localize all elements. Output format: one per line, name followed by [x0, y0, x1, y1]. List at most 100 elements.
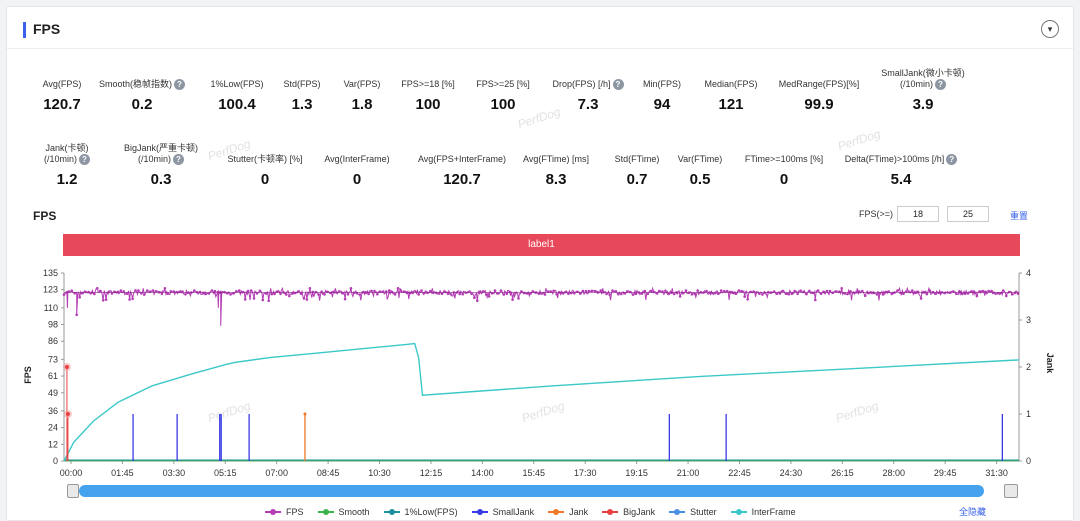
metric-label-text: SmallJank(微小卡顿): [881, 68, 965, 78]
y-tick-label: 110: [44, 303, 58, 313]
metric-label: FPS>=25 [%]: [433, 79, 573, 90]
metric-label: BigJank(严重卡顿) (/10min)?: [91, 143, 231, 166]
y-tick-label: 49: [48, 388, 58, 398]
fps-point: [329, 291, 332, 295]
fps-point: [163, 287, 167, 290]
metric-card: 1%Low(FPS) 100.4: [167, 79, 307, 113]
metric-label-text: Avg(FTime) [ms]: [522, 154, 589, 164]
help-icon[interactable]: ?: [174, 79, 185, 91]
fps-point: [213, 289, 217, 293]
metric-card: Avg(FTime) [ms] 8.3: [486, 154, 626, 188]
help-icon[interactable]: ?: [946, 154, 958, 166]
fps-point: [919, 297, 923, 300]
fps-point: [175, 290, 178, 294]
fps-point: [387, 289, 391, 292]
fps-point: [229, 293, 232, 296]
fps-point: [514, 291, 517, 295]
metric-value: 0: [779, 171, 789, 188]
fps-point: [261, 298, 265, 302]
x-tick-label: 00:00: [60, 468, 83, 478]
fps-point: [684, 289, 688, 292]
legend-item[interactable]: Stutter: [669, 505, 717, 519]
fps-point: [75, 313, 78, 317]
fps-point: [70, 289, 74, 293]
legend-item[interactable]: InterFrame: [730, 505, 796, 519]
fps-point: [78, 296, 81, 299]
metric-value: 100: [415, 96, 441, 113]
legend-item[interactable]: Jank: [548, 505, 588, 519]
bigjank-point: [65, 412, 70, 416]
fps-point: [193, 289, 196, 292]
fps-point: [343, 297, 347, 301]
metric-value: 121: [718, 96, 744, 113]
metric-label-text: Var(FPS): [343, 79, 381, 89]
legend-item[interactable]: SmallJank: [471, 505, 535, 519]
threshold-input-1[interactable]: [897, 206, 939, 222]
help-icon[interactable]: ?: [935, 79, 946, 91]
legend-item[interactable]: BigJank: [602, 505, 655, 519]
fps-point: [201, 291, 205, 295]
threshold-input-2[interactable]: [947, 206, 989, 222]
legend-item[interactable]: 1%Low(FPS): [383, 505, 458, 519]
fps-point: [249, 289, 253, 292]
metric-label: Avg(FPS): [7, 79, 132, 90]
scrollbar-right-handle[interactable]: [1004, 484, 1018, 498]
legend-item[interactable]: Smooth: [317, 505, 370, 519]
hide-all-button[interactable]: 全隐藏: [959, 507, 987, 517]
fps-point: [93, 292, 96, 296]
metric-label-text: (/10min): [137, 154, 171, 164]
y2-tick-label: 4: [1026, 268, 1031, 278]
fps-point: [825, 289, 829, 293]
legend-item[interactable]: FPS: [265, 505, 304, 519]
fps-point: [978, 290, 982, 293]
fps-point: [740, 289, 744, 293]
fps-point: [593, 289, 597, 293]
scrollbar-left-handle[interactable]: [67, 484, 79, 498]
metric-label-text: FPS>=18 [%]: [401, 79, 455, 89]
fps-point: [664, 289, 667, 293]
fps-point: [473, 296, 476, 300]
legend-label: InterFrame: [751, 507, 796, 517]
fps-point: [975, 294, 979, 298]
fps-point: [834, 290, 838, 293]
x-tick-label: 28:00: [883, 468, 906, 478]
fps-point: [204, 292, 208, 296]
fps-point: [863, 294, 867, 298]
fps-point: [937, 291, 940, 295]
fps-point: [643, 289, 647, 293]
x-tick-label: 19:15: [625, 468, 648, 478]
fps-point: [131, 297, 134, 301]
fps-point: [958, 290, 961, 293]
series-interframe-line: [63, 342, 1020, 462]
label-bar[interactable]: label1: [63, 234, 1020, 256]
fps-point: [620, 292, 623, 296]
fps-point: [511, 298, 514, 301]
metric-label: Median(FPS): [661, 79, 801, 90]
fps-point: [902, 292, 905, 296]
fps-point: [273, 292, 276, 296]
metric-card: SmallJank(微小卡顿) (/10min)? 3.9: [853, 68, 993, 113]
fps-point: [113, 290, 117, 294]
fps-point: [299, 292, 303, 296]
legend-label: SmallJank: [492, 507, 535, 517]
metric-label: FTime>=100ms [%]: [714, 154, 854, 165]
fps-point: [987, 289, 990, 293]
fps-point: [258, 289, 262, 293]
collapse-toggle-icon[interactable]: ▾: [1041, 20, 1059, 38]
x-tick-label: 21:00: [677, 468, 700, 478]
fps-point: [1005, 294, 1008, 298]
fps-point: [137, 289, 140, 292]
fps-point: [737, 289, 741, 292]
scrollbar-track[interactable]: [79, 485, 984, 497]
reset-button[interactable]: 重置: [1010, 211, 1029, 221]
help-icon[interactable]: ?: [79, 154, 90, 166]
metric-label-text: Std(FPS): [283, 79, 321, 89]
help-icon[interactable]: ?: [612, 79, 624, 91]
fps-point: [440, 292, 444, 296]
x-tick-label: 07:00: [265, 468, 288, 478]
fps-point: [285, 293, 288, 296]
help-icon[interactable]: ?: [173, 154, 184, 166]
fps-point: [101, 299, 105, 302]
legend-label: BigJank: [623, 507, 656, 517]
fps-point: [528, 292, 532, 295]
